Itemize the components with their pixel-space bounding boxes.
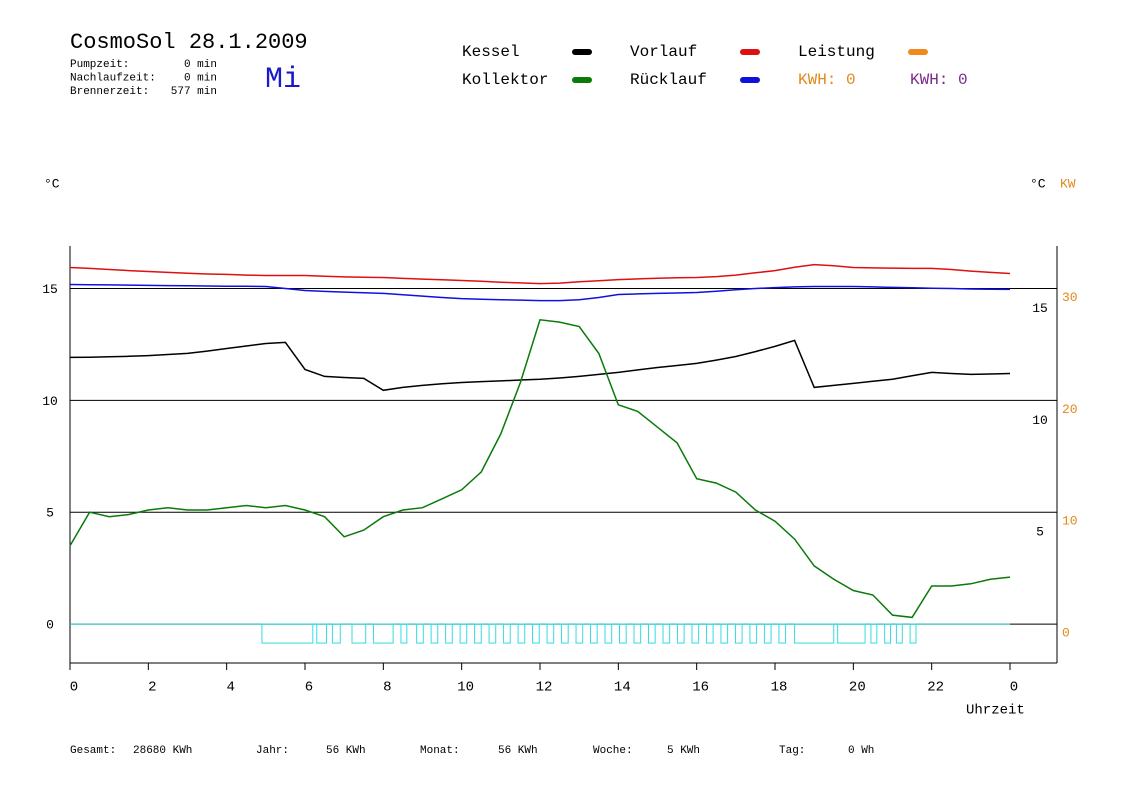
y-tick-label: 0 [46, 618, 54, 633]
pump-pulse [909, 623, 917, 644]
footer-value: 0 Wh [848, 745, 874, 757]
x-tick-label: 8 [383, 680, 391, 696]
pump-pulse [720, 623, 729, 644]
footer-value: 56 KWh [326, 745, 366, 757]
footer-label: Tag: [779, 745, 805, 757]
x-tick-label: 10 [457, 680, 474, 696]
series-line [69, 283, 1011, 302]
info-label: Brennerzeit: [70, 86, 149, 98]
chart-title: CosmoSol 28.1.2009 [70, 30, 308, 55]
pump-pulse [331, 623, 341, 644]
y2-axis-label-unit: °C [1030, 176, 1046, 191]
pump-pulse [884, 623, 892, 644]
x-tick-label: 4 [226, 680, 234, 696]
y2-tick-label: 30 [1062, 290, 1078, 305]
info-value: 0 min [184, 59, 217, 71]
pump-pulse [633, 623, 642, 644]
pump-pulse [837, 623, 866, 644]
info-label: Pumpzeit: [70, 59, 129, 71]
pump-pulse [445, 623, 453, 644]
pump-pulse [619, 623, 627, 644]
y-axis-label: °C [44, 176, 60, 191]
pump-pulse [676, 623, 685, 644]
right-y-tick-label: 15 [1032, 301, 1048, 316]
x-tick-label: 6 [305, 680, 313, 696]
x-axis-label: Uhrzeit [966, 703, 1025, 719]
x-tick-label: 14 [614, 680, 631, 696]
pump-pulse [604, 623, 613, 644]
pump-pulse [647, 623, 656, 644]
pump-pulse [400, 623, 408, 644]
pump-pulse [870, 623, 878, 644]
x-tick-label: 22 [927, 680, 944, 696]
pump-pulse [691, 623, 700, 644]
pump-pulse [546, 623, 555, 644]
x-tick-label: 2 [148, 680, 156, 696]
pump-pulse [316, 623, 328, 644]
y2-tick-label: 20 [1062, 402, 1078, 417]
y-tick-label: 15 [42, 282, 58, 297]
right-y-tick-label: 10 [1032, 413, 1048, 428]
pump-pulse [373, 623, 394, 644]
info-value: 0 min [184, 72, 217, 84]
pump-pulse [351, 623, 367, 644]
footer-label: Jahr: [256, 745, 289, 757]
footer-label: Gesamt: [70, 745, 116, 757]
info-label: Nachlaufzeit: [70, 72, 156, 84]
pump-pulse [895, 623, 903, 644]
weekday: Mi [265, 63, 301, 97]
info-value: 577 min [171, 86, 217, 98]
pump-pulse [430, 623, 439, 644]
kwh-label: KWH: 0 [910, 71, 968, 89]
pump-pulse [763, 623, 772, 644]
pump-pulse [590, 623, 598, 644]
pump-pulse [488, 623, 497, 644]
pump-pulse [749, 623, 758, 644]
y-tick-label: 10 [42, 394, 58, 409]
y-tick-label: 5 [46, 506, 54, 521]
legend-label: Kessel [462, 43, 520, 61]
x-tick-label: 16 [692, 680, 709, 696]
kwh-label: KWH: 0 [798, 71, 856, 89]
y2-tick-label: 0 [1062, 626, 1070, 641]
footer-value: 56 KWh [498, 745, 538, 757]
right-y-tick-label: 5 [1036, 525, 1044, 540]
series-line [69, 318, 1011, 619]
pump-pulse [705, 623, 714, 644]
pump-pulse [794, 623, 835, 644]
series-line [69, 263, 1011, 285]
y2-tick-label: 10 [1062, 514, 1078, 529]
series-line [69, 339, 1011, 392]
footer-label: Woche: [593, 745, 633, 757]
y2-axis-label: KW [1060, 176, 1076, 191]
x-tick-label: 0 [70, 680, 78, 696]
legend-label: Rücklauf [630, 71, 707, 89]
footer-value: 5 KWh [667, 745, 700, 757]
x-tick-label: 0 [1010, 680, 1018, 696]
x-tick-label: 18 [771, 680, 788, 696]
footer-value: 28680 KWh [133, 745, 192, 757]
pump-pulse [503, 623, 511, 644]
legend-label: Vorlauf [630, 43, 697, 61]
pump-pulse [734, 623, 743, 644]
footer-label: Monat: [420, 745, 460, 757]
pump-pulse [532, 623, 540, 644]
pump-pulse [261, 623, 314, 644]
pump-pulse [561, 623, 569, 644]
pump-pulse [416, 623, 424, 644]
pump-pulse [517, 623, 526, 644]
pump-pulse [778, 623, 787, 644]
x-tick-label: 20 [849, 680, 866, 696]
pump-pulse [459, 623, 468, 644]
legend-label: Leistung [798, 43, 875, 61]
x-tick-label: 12 [536, 680, 553, 696]
pump-pulse [575, 623, 584, 644]
legend-label: Kollektor [462, 71, 548, 89]
pump-pulse [474, 623, 482, 644]
pump-pulse [662, 623, 671, 644]
